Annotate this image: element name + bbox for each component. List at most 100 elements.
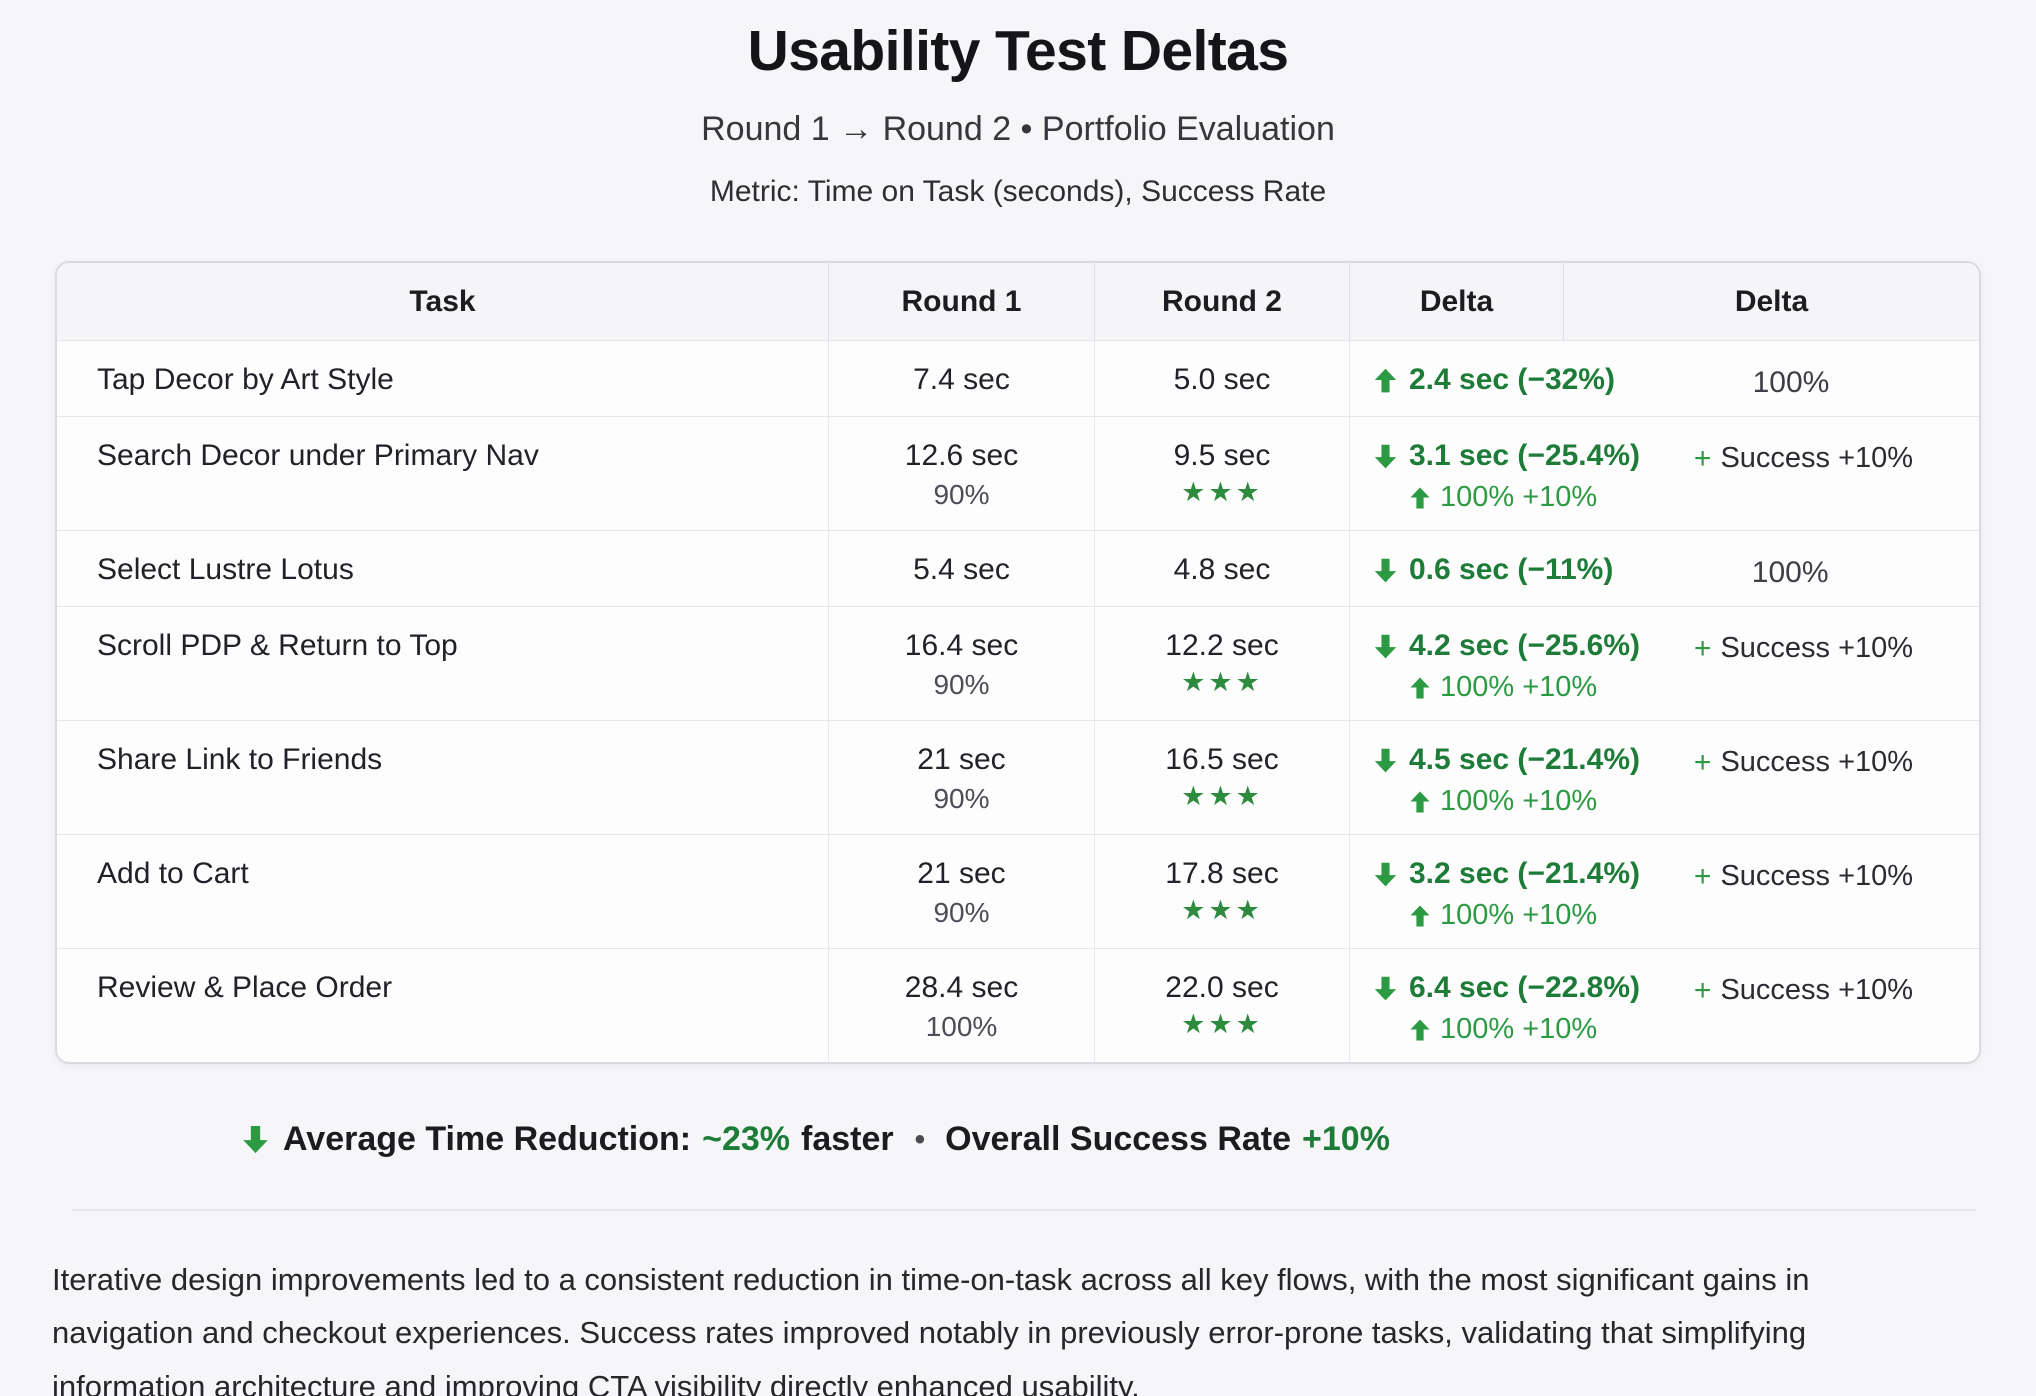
summary-suffix: faster <box>801 1120 894 1158</box>
task-cell: Share Link to Friends <box>57 721 829 834</box>
delta-cell: 4.2 sec (−25.6%) 100% +10% + Success +10% <box>1350 607 1979 720</box>
round2-cell: 17.8 sec ★★★ <box>1095 835 1350 948</box>
section-divider <box>72 1209 1976 1211</box>
summary-separator: • <box>914 1122 926 1156</box>
summary-label: Average Time Reduction: <box>283 1120 692 1158</box>
success-delta-cell: 100% <box>1613 553 1967 590</box>
delta-time-line: 2.4 sec (−32%) <box>1372 363 1615 397</box>
results-table-card: Task Round 1 Round 2 Delta Delta Tap Dec… <box>55 261 1981 1064</box>
delta-time-line: 0.6 sec (−11%) <box>1372 553 1613 587</box>
delta-success-sub-text: 100% +10% <box>1440 785 1598 817</box>
table-body: Tap Decor by Art Style 7.4 sec 5.0 sec 2… <box>57 340 1979 1062</box>
delta-success-sub-text: 100% +10% <box>1440 671 1598 703</box>
arrow-down-icon <box>1374 976 1397 1000</box>
delta-time-text: 3.2 sec (−21.4%) <box>1409 857 1640 890</box>
success-delta-text: Success +10% <box>1720 860 1914 892</box>
delta-success-sub-text: 100% +10% <box>1440 481 1598 513</box>
success-delta-text: Success +10% <box>1720 974 1914 1006</box>
usability-report-page: Usability Test Deltas Round 1 → Round 2 … <box>0 18 2036 1396</box>
plus-sign: + <box>1693 746 1712 779</box>
delta-time-block: 3.1 sec (−25.4%) 100% +10% <box>1372 439 1640 514</box>
arrow-down-icon <box>1374 558 1397 582</box>
column-header-delta-success: Delta <box>1734 285 1809 318</box>
star-rating-icon: ★★★ <box>1181 781 1263 811</box>
success-delta-cell: + Success +10% <box>1640 857 1967 932</box>
task-cell: Add to Cart <box>57 835 829 948</box>
star-rating-icon: ★★★ <box>1181 895 1263 925</box>
table-header-row: Task Round 1 Round 2 Delta Delta <box>57 263 1979 340</box>
round2-time: 17.8 sec <box>1165 857 1279 890</box>
delta-time-text: 3.1 sec (−25.4%) <box>1409 439 1640 472</box>
success-delta-cell: + Success +10% <box>1640 439 1967 514</box>
round1-time: 7.4 sec <box>913 363 1010 396</box>
task-cell: Search Decor under Primary Nav <box>57 417 829 530</box>
round2-time: 9.5 sec <box>1173 439 1271 472</box>
table-row: Search Decor under Primary Nav 12.6 sec … <box>57 416 1979 530</box>
delta-time-line: 6.4 sec (−22.8%) <box>1372 971 1640 1005</box>
round2-cell: 12.2 sec ★★★ <box>1095 607 1350 720</box>
success-delta-cell: + Success +10% <box>1640 971 1967 1046</box>
delta-cell: 6.4 sec (−22.8%) 100% +10% + Success +10% <box>1350 949 1979 1062</box>
task-cell: Tap Decor by Art Style <box>57 341 829 416</box>
arrow-down-icon <box>243 1125 268 1154</box>
delta-time-line: 4.5 sec (−21.4%) <box>1372 743 1640 777</box>
delta-success-sub-text: 100% +10% <box>1440 899 1598 931</box>
success-delta-text: Success +10% <box>1720 442 1914 474</box>
arrow-up-icon <box>1410 487 1430 508</box>
arrow-down-icon <box>1374 444 1397 468</box>
round1-cell: 28.4 sec 100% <box>829 949 1095 1062</box>
column-header-round1: Round 1 <box>829 263 1095 340</box>
star-rating-icon: ★★★ <box>1181 1009 1263 1039</box>
success-rate-text: 100% <box>1752 366 1830 399</box>
delta-cell: 3.2 sec (−21.4%) 100% +10% + Success +10% <box>1350 835 1979 948</box>
summary-highlight: ~23% <box>702 1120 791 1158</box>
round2-cell: 4.8 sec <box>1095 531 1350 606</box>
round1-success-rate: 90% <box>933 669 990 700</box>
delta-success-sub-text: 100% +10% <box>1440 1013 1598 1045</box>
round1-success-rate: 90% <box>933 897 990 928</box>
round1-time: 5.4 sec <box>913 553 1010 586</box>
column-header-round2: Round 2 <box>1095 263 1350 340</box>
star-rating-icon: ★★★ <box>1181 667 1263 697</box>
delta-time-line: 4.2 sec (−25.6%) <box>1372 629 1640 663</box>
delta-time-block: 4.5 sec (−21.4%) 100% +10% <box>1372 743 1640 818</box>
round1-cell: 21 sec 90% <box>829 835 1095 948</box>
round1-success-rate: 100% <box>925 1011 998 1042</box>
success-rate-text: 100% <box>1751 556 1829 589</box>
delta-cell: 3.1 sec (−25.4%) 100% +10% + Success +10% <box>1350 417 1979 530</box>
arrow-down-icon <box>1374 862 1397 886</box>
star-rating-icon: ★★★ <box>1181 477 1263 507</box>
summary-bar: Average Time Reduction: ~23% faster • Ov… <box>240 1120 2036 1159</box>
delta-cell: 0.6 sec (−11%) 100% <box>1350 531 1979 606</box>
arrow-down-icon <box>1374 634 1397 658</box>
round1-time: 12.6 sec <box>904 439 1019 472</box>
success-delta-cell: 100% <box>1615 363 1967 400</box>
round2-cell: 22.0 sec ★★★ <box>1095 949 1350 1062</box>
round2-cell: 5.0 sec <box>1095 341 1350 416</box>
round1-cell: 12.6 sec 90% <box>829 417 1095 530</box>
plus-sign: + <box>1693 974 1712 1007</box>
plus-sign: + <box>1693 632 1712 665</box>
plus-sign: + <box>1693 442 1712 475</box>
column-header-delta-time: Delta <box>1350 263 1564 340</box>
round1-time: 28.4 sec <box>904 971 1019 1004</box>
round2-time: 5.0 sec <box>1173 363 1271 396</box>
table-row: Add to Cart 21 sec 90% 17.8 sec ★★★ 3.2 … <box>57 834 1979 948</box>
delta-time-block: 2.4 sec (−32%) <box>1372 363 1615 400</box>
success-delta-text: Success +10% <box>1720 632 1914 664</box>
delta-time-block: 3.2 sec (−21.4%) 100% +10% <box>1372 857 1640 932</box>
round1-cell: 21 sec 90% <box>829 721 1095 834</box>
delta-time-block: 0.6 sec (−11%) <box>1372 553 1613 590</box>
round1-time: 16.4 sec <box>904 629 1019 662</box>
delta-time-block: 6.4 sec (−22.8%) 100% +10% <box>1372 971 1640 1046</box>
arrow-down-icon <box>1374 748 1397 772</box>
delta-success-line: 100% +10% <box>1408 899 1640 932</box>
delta-success-line: 100% +10% <box>1408 671 1640 704</box>
delta-success-line: 100% +10% <box>1408 1013 1640 1046</box>
table-row: Review & Place Order 28.4 sec 100% 22.0 … <box>57 948 1979 1062</box>
round1-time: 21 sec <box>917 743 1006 776</box>
arrow-up-icon <box>1410 1019 1430 1040</box>
success-delta-text: Success +10% <box>1720 746 1914 778</box>
delta-time-text: 4.5 sec (−21.4%) <box>1409 743 1640 776</box>
round1-success-rate: 90% <box>933 479 990 510</box>
